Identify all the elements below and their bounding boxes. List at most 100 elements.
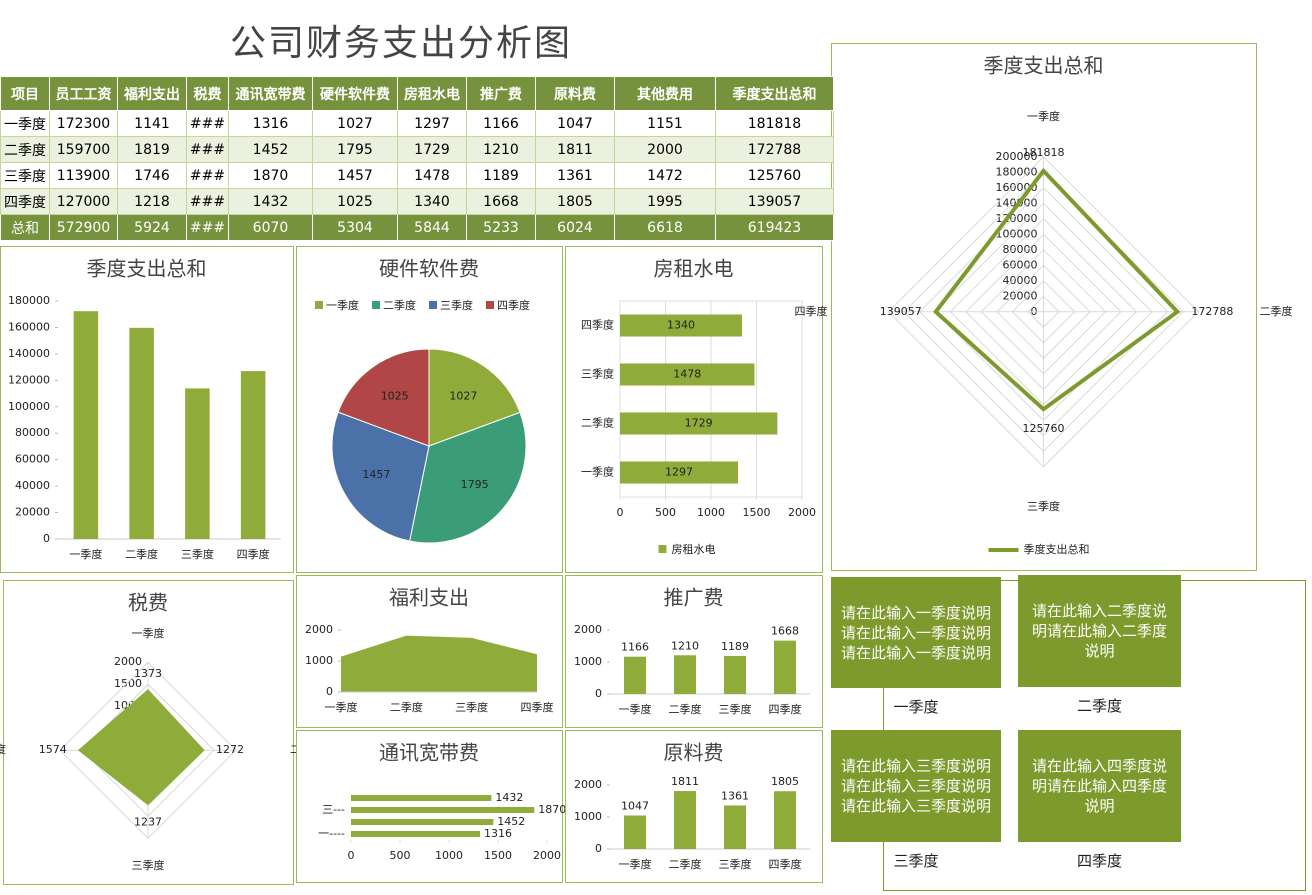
data-label: 181818 bbox=[1023, 146, 1065, 159]
table-cell: 6618 bbox=[614, 214, 716, 241]
x-tick-label: 0 bbox=[348, 849, 355, 862]
table-cell: 113900 bbox=[49, 162, 118, 189]
y-tick-label: 160000 bbox=[8, 320, 50, 333]
x-tick-label: 四季度 bbox=[769, 702, 802, 716]
y-tick-label: 0 bbox=[595, 687, 602, 700]
chart-panel bbox=[565, 246, 823, 573]
r-tick-label: 20000 bbox=[1003, 289, 1038, 302]
y-tick-label: 三--- bbox=[322, 803, 345, 816]
table-cell: ### bbox=[186, 162, 229, 189]
chart-title: 房租水电 bbox=[654, 257, 734, 281]
y-tick-label: 40000 bbox=[15, 479, 50, 492]
data-label: 1316 bbox=[484, 827, 512, 840]
chart-panel bbox=[296, 730, 563, 883]
data-label: 1373 bbox=[134, 667, 162, 680]
pie-slice bbox=[409, 411, 527, 544]
chart-title: 季度支出总和 bbox=[984, 54, 1104, 78]
table-cell: 127000 bbox=[49, 188, 118, 215]
y-tick-label: 140000 bbox=[8, 347, 50, 360]
data-label: 1027 bbox=[449, 390, 477, 403]
table-cell: 1189 bbox=[466, 162, 536, 189]
expense-table: 项目 员工工资 福利支出 税费 通讯宽带费 硬件软件费 房租水电 推广费 原料费 其他费用 季度支出… bbox=[0, 76, 834, 241]
x-tick-label: 二季度 bbox=[669, 702, 702, 716]
data-label: 1811 bbox=[671, 775, 699, 788]
x-tick-label: 一季度 bbox=[325, 700, 358, 714]
header-row: 项目 员工工资 福利支出 税费 通讯宽带费 硬件软件费 房租水电 推广费 原料费 其他费用 季度支出… bbox=[0, 76, 834, 111]
legend-swatch bbox=[315, 301, 323, 309]
data-label: 1432 bbox=[495, 791, 523, 804]
radar-shape bbox=[77, 689, 205, 806]
table-cell: 1457 bbox=[312, 162, 398, 189]
note-label: 一季度 bbox=[893, 698, 939, 716]
table-cell: 6024 bbox=[535, 214, 615, 241]
data-row: 二季度 159700 1819 ### 1452 1795 1729 1210 1811 2000… bbox=[0, 136, 834, 163]
category-label: 四季度 bbox=[795, 304, 828, 318]
x-tick-label: 四季度 bbox=[769, 857, 802, 871]
data-label: 1452 bbox=[497, 815, 525, 828]
note-box: 请在此输入二季度说明请在此输入二季度说明 bbox=[1018, 575, 1181, 687]
x-tick-label: 1000 bbox=[435, 849, 463, 862]
table-cell: 一季度 bbox=[0, 110, 50, 137]
table-cell: 1795 bbox=[312, 136, 398, 163]
table-cell: 1166 bbox=[466, 110, 536, 137]
legend-label: 三季度 bbox=[440, 298, 473, 312]
header-cell: 原料费 bbox=[535, 76, 615, 111]
table-cell: 1297 bbox=[397, 110, 467, 137]
y-tick-label: 100000 bbox=[8, 400, 50, 413]
r-tick-label: 180000 bbox=[996, 165, 1038, 178]
x-tick-label: 2000 bbox=[533, 849, 561, 862]
y-tick-label: 一---- bbox=[318, 827, 345, 840]
y-tick-label: 一季度 bbox=[581, 465, 614, 479]
r-tick-label: 200000 bbox=[996, 150, 1038, 163]
note-box: 请在此输入三季度说明请在此输入三季度说明请在此输入三季度说明 bbox=[831, 730, 1001, 842]
y-tick-label: 四季度 bbox=[581, 318, 614, 332]
note-label: 二季度 bbox=[1076, 697, 1122, 715]
table-cell: ### bbox=[186, 110, 229, 137]
table-cell: 172300 bbox=[49, 110, 118, 137]
table-cell: 1025 bbox=[312, 188, 398, 215]
data-label: 1574 bbox=[39, 743, 67, 756]
r-tick-label: 100000 bbox=[996, 227, 1038, 240]
y-tick-label: 1000 bbox=[574, 655, 602, 668]
data-label: 1478 bbox=[673, 368, 701, 381]
r-tick-label: 2000 bbox=[114, 655, 142, 668]
x-tick-label: 四季度 bbox=[521, 700, 554, 714]
data-label: 1457 bbox=[362, 468, 390, 481]
y-tick-label: 2000 bbox=[305, 623, 333, 636]
x-tick-label: 1500 bbox=[743, 506, 771, 519]
y-tick-label: 三季度 bbox=[581, 367, 614, 381]
note-label: 四季度 bbox=[1076, 852, 1122, 870]
bar bbox=[674, 791, 696, 849]
table-cell: 159700 bbox=[49, 136, 118, 163]
bar bbox=[724, 655, 746, 694]
data-label: 172788 bbox=[1191, 305, 1233, 318]
table-cell: 二季度 bbox=[0, 136, 50, 163]
bar bbox=[129, 327, 154, 539]
bar bbox=[724, 805, 746, 849]
data-label: 1668 bbox=[771, 625, 799, 638]
page-title: 公司财务支出分析图 bbox=[230, 23, 573, 64]
bar bbox=[351, 831, 480, 837]
x-tick-label: 一季度 bbox=[619, 857, 652, 871]
data-label: 1166 bbox=[621, 641, 649, 654]
note-label: 三季度 bbox=[893, 852, 939, 870]
table-cell: 2000 bbox=[614, 136, 716, 163]
y-tick-label: 80000 bbox=[15, 426, 50, 439]
chart-title: 硬件软件费 bbox=[379, 257, 479, 281]
header-cell: 推广费 bbox=[466, 76, 536, 111]
legend-swatch bbox=[372, 301, 380, 309]
table-cell: 1478 bbox=[397, 162, 467, 189]
chart-title: 福利支出 bbox=[389, 586, 469, 610]
table-cell: 5304 bbox=[312, 214, 398, 241]
chart-title: 通讯宽带费 bbox=[379, 741, 479, 765]
table-cell: 125760 bbox=[715, 162, 834, 189]
x-tick-label: 三季度 bbox=[455, 700, 488, 714]
pie-slice bbox=[337, 348, 430, 447]
data-label: 1210 bbox=[671, 639, 699, 652]
table-cell: 6070 bbox=[228, 214, 313, 241]
legend-label: 季度支出总和 bbox=[1024, 542, 1090, 556]
bar bbox=[620, 412, 778, 435]
data-label: 1237 bbox=[134, 816, 162, 829]
